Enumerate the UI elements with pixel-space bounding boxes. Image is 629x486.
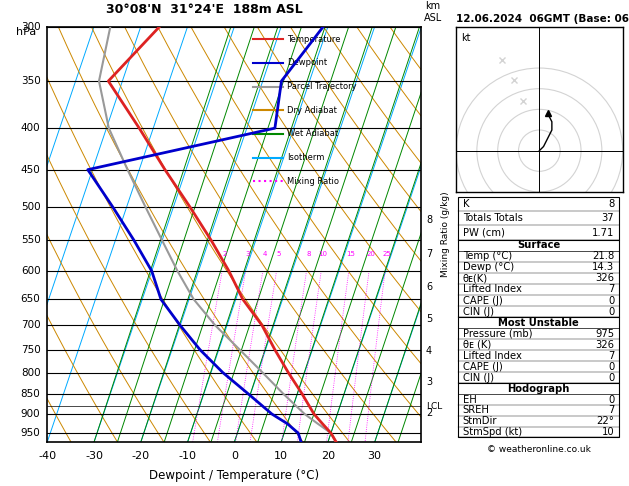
Text: 7: 7 (608, 405, 615, 416)
Text: 1.71: 1.71 (592, 227, 615, 238)
Text: 7: 7 (426, 249, 432, 259)
Text: 900: 900 (21, 409, 40, 419)
Text: 4: 4 (426, 346, 432, 356)
Text: 326: 326 (596, 340, 615, 350)
Text: 350: 350 (21, 76, 40, 86)
Text: 15: 15 (346, 251, 355, 257)
Text: Mixing Ratio (g/kg): Mixing Ratio (g/kg) (442, 191, 450, 278)
Text: 25: 25 (382, 251, 391, 257)
Text: 3: 3 (245, 251, 250, 257)
Text: 600: 600 (21, 266, 40, 276)
Text: StmSpd (kt): StmSpd (kt) (463, 427, 522, 437)
Text: 550: 550 (21, 235, 40, 245)
Text: θᴇ(K): θᴇ(K) (463, 274, 488, 283)
Text: 22°: 22° (596, 416, 615, 426)
Text: 0: 0 (608, 373, 615, 383)
Text: Parcel Trajectory: Parcel Trajectory (287, 82, 356, 91)
Text: 500: 500 (21, 202, 40, 212)
Text: Temperature: Temperature (287, 35, 340, 44)
Text: 800: 800 (21, 367, 40, 378)
Text: 14.3: 14.3 (593, 262, 615, 272)
Text: 5: 5 (276, 251, 281, 257)
Text: 2: 2 (222, 251, 226, 257)
Text: km
ASL: km ASL (423, 1, 442, 22)
Text: 21.8: 21.8 (592, 251, 615, 261)
Text: -20: -20 (131, 451, 150, 461)
Text: Most Unstable: Most Unstable (498, 318, 579, 328)
Text: K: K (463, 199, 469, 209)
Text: 12.06.2024  06GMT (Base: 06): 12.06.2024 06GMT (Base: 06) (456, 14, 629, 24)
Text: Dewpoint: Dewpoint (287, 58, 327, 68)
Text: Hodograph: Hodograph (508, 384, 570, 394)
Bar (458, 197, 620, 240)
Text: Lifted Index: Lifted Index (463, 351, 521, 361)
Text: Wet Adiabat: Wet Adiabat (287, 129, 338, 139)
Text: Surface: Surface (517, 240, 560, 250)
Text: 8: 8 (306, 251, 311, 257)
Text: Mixing Ratio: Mixing Ratio (287, 177, 338, 186)
Text: CAPE (J): CAPE (J) (463, 362, 503, 372)
Text: Lifted Index: Lifted Index (463, 284, 521, 295)
Text: θᴇ (K): θᴇ (K) (463, 340, 491, 350)
Text: -10: -10 (179, 451, 196, 461)
Text: 37: 37 (602, 213, 615, 223)
Text: Dewp (°C): Dewp (°C) (463, 262, 514, 272)
Text: 30: 30 (367, 451, 382, 461)
Text: 700: 700 (21, 320, 40, 330)
Text: hPa: hPa (16, 27, 36, 37)
Text: 30°08'N  31°24'E  188m ASL: 30°08'N 31°24'E 188m ASL (106, 3, 303, 17)
Text: Isotherm: Isotherm (287, 153, 324, 162)
Text: 300: 300 (21, 22, 40, 32)
Text: 8: 8 (426, 215, 432, 225)
Text: 20: 20 (321, 451, 335, 461)
Text: 20: 20 (366, 251, 375, 257)
Text: -30: -30 (85, 451, 103, 461)
Text: 7: 7 (608, 351, 615, 361)
Text: 8: 8 (608, 199, 615, 209)
Text: Totals Totals: Totals Totals (463, 213, 523, 223)
Text: 400: 400 (21, 123, 40, 133)
Text: 10: 10 (274, 451, 288, 461)
Text: 2: 2 (426, 408, 432, 418)
Text: 650: 650 (21, 295, 40, 304)
Text: StmDir: StmDir (463, 416, 497, 426)
Text: LCL: LCL (426, 401, 442, 411)
Bar (458, 317, 620, 383)
Text: PW (cm): PW (cm) (463, 227, 504, 238)
Text: 0: 0 (608, 295, 615, 306)
Text: 450: 450 (21, 165, 40, 174)
Text: Temp (°C): Temp (°C) (463, 251, 512, 261)
Text: 950: 950 (21, 428, 40, 438)
Text: SREH: SREH (463, 405, 489, 416)
Text: 326: 326 (596, 274, 615, 283)
Text: 850: 850 (21, 389, 40, 399)
Text: 0: 0 (608, 307, 615, 316)
Bar (458, 240, 620, 317)
Text: 4: 4 (262, 251, 267, 257)
Text: © weatheronline.co.uk: © weatheronline.co.uk (487, 445, 591, 454)
Text: 975: 975 (595, 329, 615, 339)
Text: kt: kt (461, 34, 470, 43)
Text: Dry Adiabat: Dry Adiabat (287, 106, 337, 115)
Text: Pressure (mb): Pressure (mb) (463, 329, 532, 339)
Text: 0: 0 (231, 451, 238, 461)
Text: EH: EH (463, 395, 476, 404)
Text: 5: 5 (426, 314, 432, 324)
Text: 10: 10 (602, 427, 615, 437)
Text: 10: 10 (318, 251, 328, 257)
Text: 3: 3 (426, 377, 432, 387)
Text: CIN (J): CIN (J) (463, 307, 494, 316)
Text: 0: 0 (608, 362, 615, 372)
Text: 0: 0 (608, 395, 615, 404)
Bar (458, 383, 620, 437)
Text: CAPE (J): CAPE (J) (463, 295, 503, 306)
Text: 750: 750 (21, 345, 40, 355)
Text: Dewpoint / Temperature (°C): Dewpoint / Temperature (°C) (149, 469, 320, 482)
Text: 6: 6 (426, 282, 432, 292)
Text: -40: -40 (38, 451, 56, 461)
Text: CIN (J): CIN (J) (463, 373, 494, 383)
Text: 7: 7 (608, 284, 615, 295)
